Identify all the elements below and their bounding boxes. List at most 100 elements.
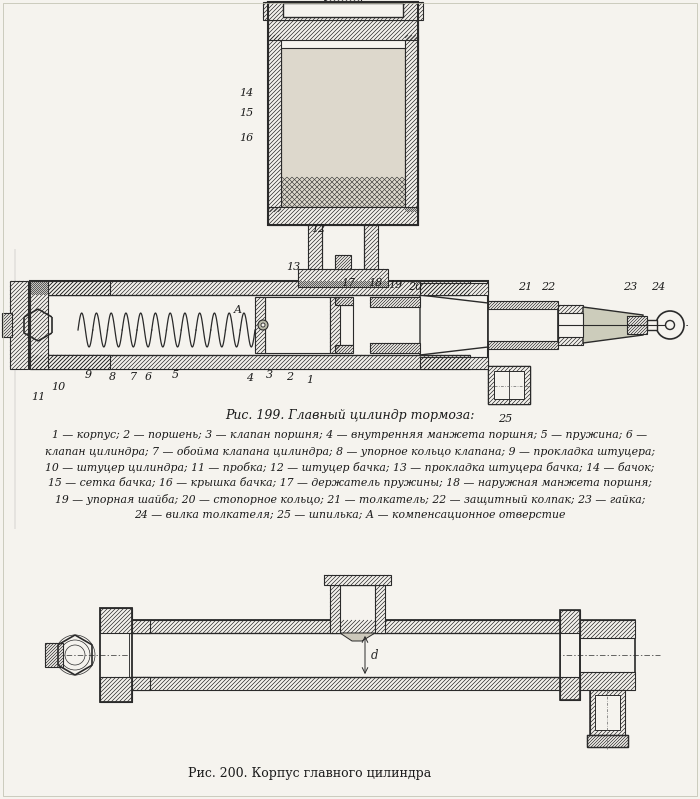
Circle shape <box>666 320 675 329</box>
Text: 13: 13 <box>286 262 300 272</box>
Bar <box>595 695 620 730</box>
Text: 22: 22 <box>541 282 555 292</box>
Text: 19 — упорная шайба; 20 — стопорное кольцо; 21 — толкатель; 22 — защитный колпак;: 19 — упорная шайба; 20 — стопорное кольц… <box>55 494 645 505</box>
Bar <box>560 610 580 700</box>
Text: 19: 19 <box>388 280 402 290</box>
Bar <box>405 35 418 212</box>
Circle shape <box>258 320 268 330</box>
Bar <box>283 3 403 17</box>
Bar <box>420 283 488 295</box>
Bar <box>488 301 558 309</box>
Text: Рис. 199. Главный цилиндр тормоза:: Рис. 199. Главный цилиндр тормоза: <box>225 408 475 422</box>
Bar <box>335 345 353 353</box>
Text: 21: 21 <box>518 282 532 292</box>
Bar <box>488 366 530 404</box>
Bar <box>325 0 361 2</box>
Bar <box>268 20 418 40</box>
Bar <box>340 585 375 633</box>
Bar <box>30 281 110 295</box>
Bar <box>268 35 281 212</box>
Circle shape <box>656 311 684 339</box>
Bar <box>268 207 418 225</box>
Text: 18: 18 <box>368 278 382 288</box>
Text: 9: 9 <box>85 370 92 380</box>
Bar <box>130 620 560 633</box>
Bar <box>488 303 558 347</box>
Text: 17: 17 <box>341 278 355 288</box>
Bar <box>298 269 388 287</box>
Bar <box>587 735 628 747</box>
Text: 20: 20 <box>408 282 422 292</box>
Bar <box>130 633 560 677</box>
Bar <box>330 297 340 353</box>
Bar <box>48 295 470 355</box>
Text: 15: 15 <box>239 108 253 118</box>
Polygon shape <box>340 633 375 641</box>
Text: 14: 14 <box>239 88 253 98</box>
Text: 3: 3 <box>265 370 272 380</box>
Circle shape <box>261 323 265 327</box>
Bar <box>335 255 351 269</box>
Bar <box>263 2 423 20</box>
Bar <box>488 366 530 404</box>
Text: 11: 11 <box>31 392 45 402</box>
Text: 8: 8 <box>108 372 116 382</box>
Text: 5: 5 <box>172 370 178 380</box>
Bar <box>580 620 635 690</box>
Bar <box>647 320 657 330</box>
Bar <box>130 677 560 690</box>
Bar <box>100 608 132 702</box>
Bar <box>330 585 340 633</box>
Bar <box>420 357 488 369</box>
Bar <box>375 585 385 633</box>
Bar <box>558 305 583 345</box>
Text: 24 — вилка толкателя; 25 — шпилька; А — компенсационное отверстие: 24 — вилка толкателя; 25 — шпилька; А — … <box>134 510 566 520</box>
Bar <box>364 225 378 287</box>
Bar <box>370 343 420 353</box>
Bar <box>48 355 470 369</box>
Bar <box>132 677 150 690</box>
Bar <box>10 281 28 369</box>
Bar <box>132 620 150 633</box>
Bar <box>324 575 391 585</box>
Bar <box>560 610 580 633</box>
Text: 7: 7 <box>130 372 136 382</box>
Bar <box>560 677 580 700</box>
Bar <box>590 690 625 735</box>
Polygon shape <box>583 307 643 343</box>
Bar <box>587 735 628 747</box>
Bar <box>494 371 524 399</box>
Text: 10: 10 <box>51 382 65 392</box>
Bar <box>130 620 560 690</box>
Bar <box>45 643 63 667</box>
Text: 1: 1 <box>307 375 314 385</box>
Bar <box>488 341 558 349</box>
Text: 1 — корпус; 2 — поршень; 3 — клапан поршня; 4 — внутренняя манжета поршня; 5 — п: 1 — корпус; 2 — поршень; 3 — клапан порш… <box>52 430 648 440</box>
Bar <box>322 225 364 287</box>
Text: клапан цилиндра; 7 — обойма клапана цилиндра; 8 — упорное кольцо клапана; 9 — пр: клапан цилиндра; 7 — обойма клапана цили… <box>45 445 655 456</box>
Bar <box>335 297 353 305</box>
Bar <box>580 620 635 638</box>
Bar <box>100 608 132 633</box>
Bar <box>30 281 48 369</box>
Text: 16: 16 <box>239 133 253 143</box>
Text: 2: 2 <box>286 372 293 382</box>
Text: 24: 24 <box>651 282 665 292</box>
Text: 23: 23 <box>623 282 637 292</box>
Bar <box>268 2 418 225</box>
Polygon shape <box>420 295 488 355</box>
Text: Рис. 200. Корпус главного цилиндра: Рис. 200. Корпус главного цилиндра <box>188 766 432 780</box>
Text: A: A <box>234 305 242 315</box>
Bar <box>255 297 265 353</box>
Text: 10 — штуцер цилиндра; 11 — пробка; 12 — штуцер бачка; 13 — прокладка штуцера бач: 10 — штуцер цилиндра; 11 — пробка; 12 — … <box>46 461 655 472</box>
Bar <box>335 305 353 345</box>
Text: 15 — сетка бачка; 16 — крышка бачка; 17 — держатель пружины; 18 — наружная манже: 15 — сетка бачка; 16 — крышка бачка; 17 … <box>48 478 652 488</box>
Bar <box>100 677 132 702</box>
Text: d: d <box>371 649 379 662</box>
Bar <box>325 0 361 2</box>
Bar <box>48 281 470 295</box>
Bar <box>308 225 322 287</box>
Text: 4: 4 <box>246 373 253 383</box>
Bar <box>30 355 110 369</box>
Bar <box>30 281 488 369</box>
